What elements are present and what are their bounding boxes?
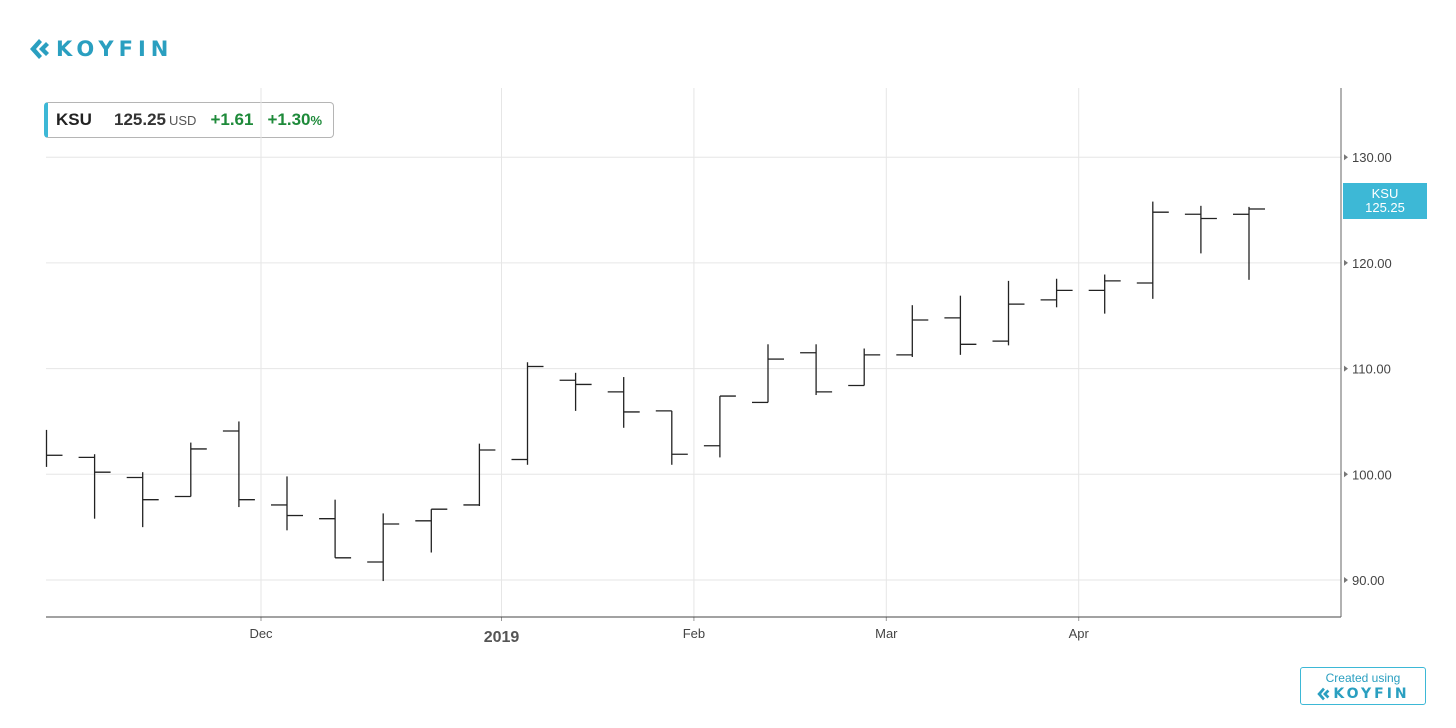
created-using-logo-text: KOYFIN [1333, 686, 1410, 702]
ticker-price: 125.25 [114, 110, 166, 129]
ohlc-bar [703, 395, 736, 458]
grid-lines [46, 88, 1341, 617]
ohlc-bar [944, 295, 977, 355]
ticker-change: +1.61 [210, 110, 254, 129]
ohlc-bars [45, 201, 1265, 582]
axis-labels: 90.00 100.00 110.00 120.00 130.00 Dec 2019 Feb M… [249, 150, 1391, 646]
ticker-percent-sign: % [310, 113, 323, 128]
y-tick-label: 90.00 [1352, 573, 1385, 588]
y-tick-marker [1344, 154, 1348, 161]
ohlc-bar [655, 410, 688, 465]
y-tick-marker [1344, 471, 1348, 478]
ohlc-bar [1233, 206, 1265, 280]
ohlc-bar [800, 344, 833, 396]
x-tick-label: Dec [249, 626, 273, 641]
ohlc-bar [896, 305, 929, 357]
koyfin-small-logo-icon [1317, 687, 1330, 701]
ohlc-bar [607, 377, 640, 428]
ohlc-bar [511, 362, 544, 465]
koyfin-logo: KOYFIN [28, 36, 173, 62]
ohlc-bar [463, 443, 496, 507]
created-using-label: Created using [1325, 671, 1401, 685]
ohlc-bar [415, 508, 448, 553]
ticker-change-percent: +1.30% [267, 110, 322, 130]
ohlc-bar [848, 348, 881, 387]
x-tick-label: Mar [875, 626, 898, 641]
ohlc-bar [319, 499, 352, 559]
ohlc-bar [1136, 201, 1169, 299]
koyfin-logo-icon [30, 39, 49, 59]
x-tick-label: 2019 [484, 629, 520, 646]
y-tick-marker [1344, 577, 1348, 583]
ohlc-bar [222, 421, 255, 508]
y-tick-label: 100.00 [1352, 467, 1392, 482]
ohlc-bar [174, 442, 207, 498]
y-tick-marker [1344, 259, 1348, 266]
ohlc-bar [45, 429, 63, 467]
ticker-currency: USD [169, 112, 197, 128]
ohlc-bar [1184, 205, 1217, 254]
created-using-badge[interactable]: Created using KOYFIN [1300, 667, 1426, 705]
last-price-tag-symbol: KSU [1372, 186, 1399, 201]
axes [46, 88, 1348, 621]
x-tick-label: Apr [1069, 626, 1090, 641]
created-using-logo: KOYFIN [1301, 686, 1425, 702]
y-tick-marker [1344, 365, 1348, 372]
last-price-tag: KSU 125.25 [1343, 183, 1427, 219]
ohlc-bar [559, 372, 592, 411]
ohlc-bar [1040, 278, 1073, 308]
ohlc-bar [1088, 274, 1121, 314]
ohlc-bar [992, 280, 1025, 346]
ticker-change-percent-value: +1.30 [267, 110, 311, 129]
y-tick-label: 110.00 [1352, 362, 1391, 377]
ohlc-bar [78, 454, 111, 519]
ohlc-bar [271, 476, 303, 531]
ohlc-bar [752, 344, 784, 404]
koyfin-logo-text: KOYFIN [56, 37, 174, 61]
ticker-symbol: KSU [56, 110, 92, 129]
x-tick-label: Feb [683, 626, 705, 641]
y-tick-label: 130.00 [1352, 150, 1392, 165]
last-price-tag-value: 125.25 [1365, 200, 1405, 215]
y-tick-label: 120.00 [1352, 256, 1392, 271]
ohlc-bar [367, 513, 400, 582]
last-price-tag-bg [1343, 183, 1427, 219]
ohlc-bar [126, 472, 159, 528]
ticker-quote-box: KSU 125.25 USD +1.61 +1.30% [44, 102, 334, 138]
